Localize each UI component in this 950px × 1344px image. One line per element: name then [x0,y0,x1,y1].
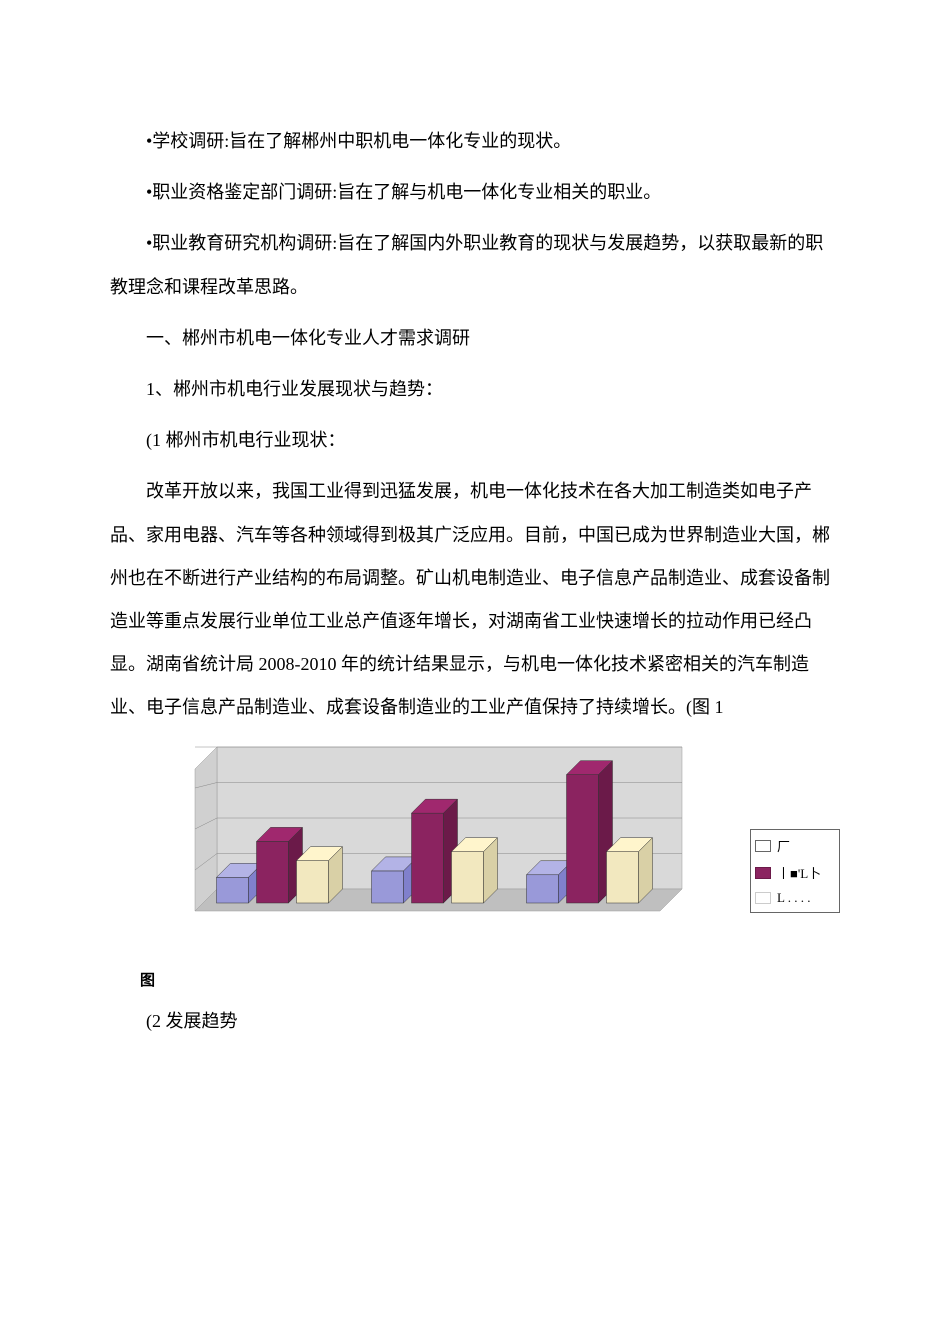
legend-label: 丨■'L卜 [777,863,821,882]
chart-legend: 厂丨■'L卜 L . . . . [750,829,840,913]
chart-caption: 图 [140,969,840,990]
heading-subsection-1: 1、郴州市机电行业发展现状与趋势： [110,368,840,411]
legend-item: L . . . . [755,890,835,906]
bullet-research: •职业教育研究机构调研:旨在了解国内外职业教育的现状与发展趋势，以获取最新的职教… [110,222,840,308]
bar-chart-svg [160,739,780,939]
body-paragraph: 改革开放以来，我国工业得到迅猛发展，机电一体化技术在各大加工制造类如电子产品、家… [110,470,840,729]
heading-section-1: 一、郴州市机电一体化专业人才需求调研 [110,317,840,360]
legend-label: L . . . . [777,890,810,906]
bullet-qualification: •职业资格鉴定部门调研:旨在了解与机电一体化专业相关的职业。 [110,171,840,214]
heading-item-1: (1 郴州市机电行业现状： [110,419,840,462]
legend-item: 厂 [755,836,835,855]
bullet-school: •学校调研:旨在了解郴州中职机电一体化专业的现状。 [110,120,840,163]
heading-item-2: (2 发展趋势 [110,1000,840,1043]
legend-item: 丨■'L卜 [755,863,835,882]
legend-label: 厂 [777,836,790,855]
bar-chart-figure-1: 厂丨■'L卜 L . . . . [160,739,840,944]
